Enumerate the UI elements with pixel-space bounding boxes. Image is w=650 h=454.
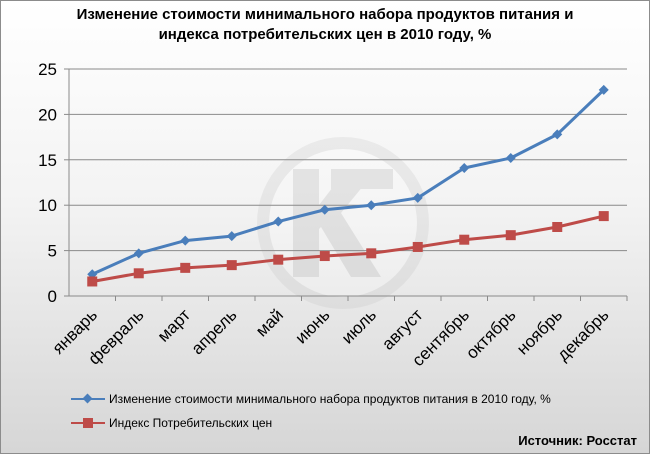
data-point-square [226, 260, 237, 271]
legend-marker-diamond [71, 393, 105, 405]
data-point-square [87, 276, 98, 287]
data-point-diamond [273, 216, 284, 227]
data-point-square [180, 262, 191, 273]
legend-marker-square [71, 417, 105, 429]
y-tick-label: 5 [48, 242, 57, 261]
y-tick-label: 0 [48, 287, 57, 306]
series-line-food-basket [91, 88, 605, 276]
data-point-diamond [552, 129, 563, 140]
data-point-square [366, 248, 377, 259]
data-point-square [273, 254, 284, 265]
y-tick-label: 10 [38, 196, 57, 215]
data-point-diamond [133, 248, 144, 259]
source-note: Источник: Росстат [518, 433, 637, 448]
legend-item-cpi: Индекс Потребительских цен [71, 411, 551, 435]
data-point-diamond [366, 200, 377, 211]
x-tick-label: апрель [188, 305, 241, 358]
x-tick-label: июнь [292, 305, 334, 347]
data-point-diamond [180, 235, 191, 246]
legend-label-cpi: Индекс Потребительских цен [109, 416, 273, 430]
data-point-diamond [598, 84, 609, 95]
data-point-square [412, 241, 423, 252]
chart-title: Изменение стоимости минимального набора … [1, 5, 649, 45]
grid-layer [69, 68, 627, 252]
x-tick-label: июль [338, 305, 380, 347]
x-tick-label: октябрь [462, 305, 519, 362]
data-point-diamond [412, 192, 423, 203]
data-point-diamond [459, 162, 470, 173]
data-point-square [319, 251, 330, 262]
data-point-diamond [226, 231, 237, 242]
y-tick-label: 25 [38, 60, 57, 79]
legend-label-food-basket: Изменение стоимости минимального набора … [109, 392, 551, 406]
series-line-cpi [91, 214, 605, 283]
watermark-logo [257, 137, 429, 309]
x-tick-label: март [154, 305, 194, 345]
data-point-square [459, 234, 470, 245]
data-point-diamond [319, 204, 330, 215]
x-tick-label: декабрь [553, 305, 612, 364]
y-tick-label: 20 [38, 105, 57, 124]
y-tick-label: 15 [38, 151, 57, 170]
data-point-square [598, 211, 609, 222]
data-point-square [552, 221, 563, 232]
chart-title-line-1: Изменение стоимости минимального набора … [76, 6, 574, 23]
data-point-square [133, 268, 144, 279]
x-tick-label: май [252, 305, 287, 340]
data-point-square [505, 230, 516, 241]
chart-title-line-2: индекса потребительских цен в 2010 году,… [158, 26, 492, 43]
legend-item-food-basket: Изменение стоимости минимального набора … [71, 387, 551, 411]
series-layer [87, 84, 609, 287]
legend: Изменение стоимости минимального набора … [71, 387, 551, 435]
data-point-diamond [505, 152, 516, 163]
